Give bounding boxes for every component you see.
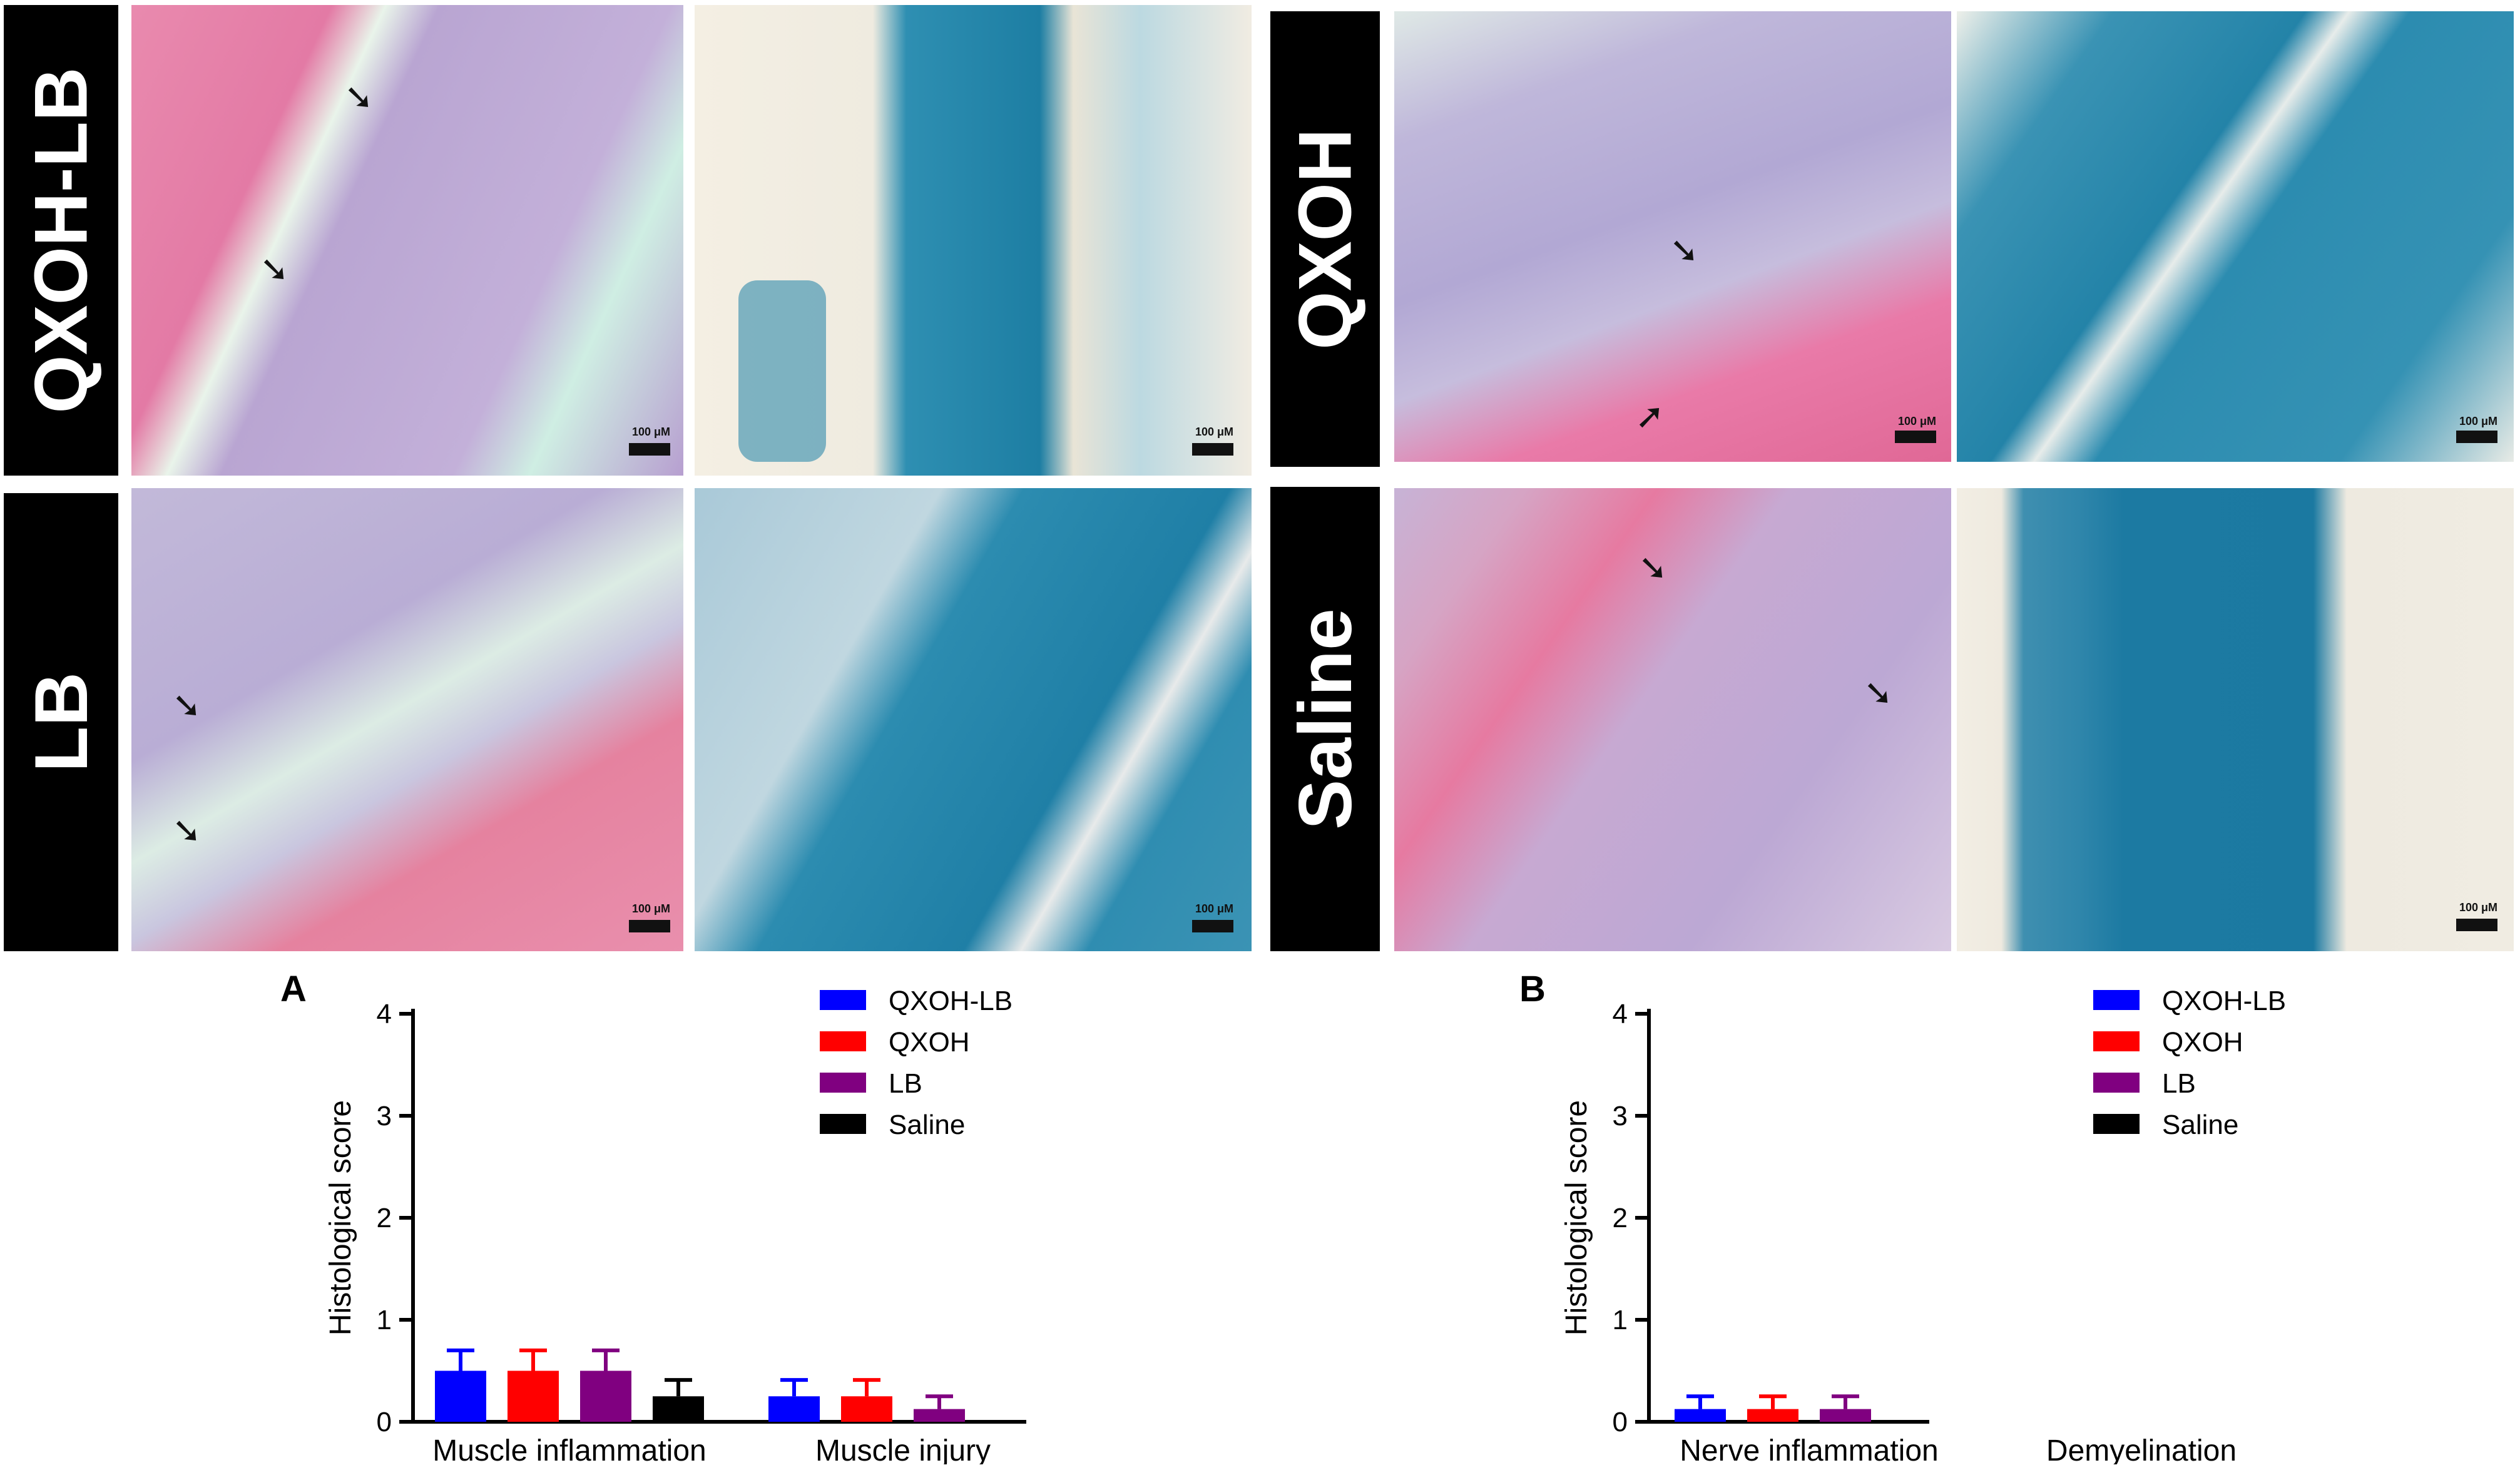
scale-bar-label: 100 μM: [1898, 415, 1937, 427]
y-axis-label: Histological score: [1560, 1100, 1593, 1335]
category-label: Nerve inflammation: [1680, 1434, 1938, 1464]
he-micrograph-saline: ➘ ➘: [1394, 488, 1951, 951]
y-tick-label: 1: [377, 1305, 392, 1335]
bar-charts: A 0 1 2 3 4 Histological score Muscle inflammat…: [280, 969, 2286, 1464]
category-label: Demyelination: [2046, 1434, 2237, 1464]
panel-letter: A: [280, 969, 307, 1009]
he-micrograph-qxoh: ➘ ➚ 100 μM: [1394, 11, 1951, 462]
y-tick-label: 0: [377, 1407, 392, 1437]
legend-label: QXOH: [889, 1027, 970, 1058]
bar: [768, 1396, 820, 1422]
scale-bar-label: 100 μM: [2459, 901, 2498, 914]
legend-swatch: [820, 1073, 866, 1093]
y-tick-label: 0: [1613, 1407, 1628, 1437]
arrow-icon: ➘: [1638, 548, 1668, 588]
group-label-lb: LB: [4, 493, 118, 951]
y-tick-label: 2: [377, 1203, 392, 1233]
legend-label: Saline: [889, 1110, 965, 1140]
category-label: Muscle injury: [815, 1434, 991, 1464]
chart-panel-a: A 0 1 2 3 4 Histological score Muscle inflammat…: [280, 969, 1026, 1464]
arrow-icon: ➘: [1670, 230, 1699, 271]
scale-bar-label: 100 μM: [2459, 415, 2498, 427]
category-label: Muscle inflammation: [432, 1434, 706, 1464]
bar: [1675, 1409, 1726, 1422]
he-micrograph-lb: ➘ ➘ 100 μM: [131, 488, 683, 951]
bar: [653, 1396, 704, 1422]
legend-swatch: [2093, 990, 2140, 1010]
y-tick-label: 3: [1613, 1101, 1628, 1131]
legend-swatch: [820, 990, 866, 1010]
legend-swatch: [820, 1114, 866, 1134]
chart-panel-b: B 0 1 2 3 4 Histological score Nerve inflammati…: [1519, 969, 2286, 1464]
arrow-icon: ➘: [172, 685, 201, 726]
bar: [580, 1370, 631, 1422]
legend-swatch: [2093, 1031, 2140, 1051]
y-tick-label: 3: [377, 1101, 392, 1131]
bar: [435, 1370, 486, 1422]
group-label-qxoh: QXOH: [1270, 11, 1380, 467]
scale-bar: [2456, 431, 2497, 443]
legend-label: QXOH: [2162, 1027, 2243, 1058]
arrow-icon: ➘: [1864, 673, 1893, 713]
y-tick-label: 1: [1613, 1305, 1628, 1335]
scale-bar: [629, 443, 670, 456]
bar: [1820, 1409, 1871, 1422]
arrow-icon: ➚: [1635, 396, 1665, 437]
legend-swatch: [2093, 1114, 2140, 1134]
scale-bar: [1192, 920, 1233, 932]
bar: [1747, 1409, 1798, 1422]
tissue-fragment: [738, 280, 826, 462]
lfb-micrograph-qxoh: 100 μM: [1957, 11, 2514, 462]
panel-letter: B: [1519, 969, 1546, 1009]
arrow-icon: ➘: [344, 77, 374, 118]
scale-bar-label: 100 μM: [1195, 426, 1234, 438]
scale-bar: [2456, 919, 2497, 931]
scale-bar-label: 100 μM: [632, 426, 671, 438]
y-tick-label: 4: [1613, 999, 1628, 1029]
arrow-icon: ➘: [172, 810, 201, 851]
arrow-icon: ➘: [260, 249, 289, 290]
legend-label: LB: [889, 1068, 922, 1099]
lfb-micrograph-lb: 100 μM: [695, 488, 1252, 951]
bar: [841, 1396, 892, 1422]
legend-swatch: [2093, 1073, 2140, 1093]
legend-label: QXOH-LB: [889, 986, 1013, 1016]
bar: [914, 1409, 965, 1422]
lfb-micrograph-qxoh-lb: 100 μM: [695, 5, 1252, 476]
y-axis-label: Histological score: [324, 1100, 357, 1335]
legend-label: LB: [2162, 1068, 2196, 1099]
scale-bar: [1192, 443, 1233, 456]
legend-label: Saline: [2162, 1110, 2238, 1140]
y-tick-label: 4: [377, 999, 392, 1029]
he-micrograph-qxoh-lb: ➘ ➘ 100 μM: [131, 5, 683, 476]
scale-bar: [1895, 431, 1936, 443]
y-tick-label: 2: [1613, 1203, 1628, 1233]
group-label-saline: Saline: [1270, 487, 1380, 951]
bar: [508, 1370, 559, 1422]
group-label-qxoh-lb: QXOH-LB: [4, 5, 118, 476]
legend-label: QXOH-LB: [2162, 986, 2286, 1016]
legend-swatch: [820, 1031, 866, 1051]
scale-bar-label: 100 μM: [632, 902, 671, 915]
scale-bar-label: 100 μM: [1195, 902, 1234, 915]
scale-bar: [629, 920, 670, 932]
lfb-micrograph-saline: 100 μM: [1957, 488, 2514, 951]
